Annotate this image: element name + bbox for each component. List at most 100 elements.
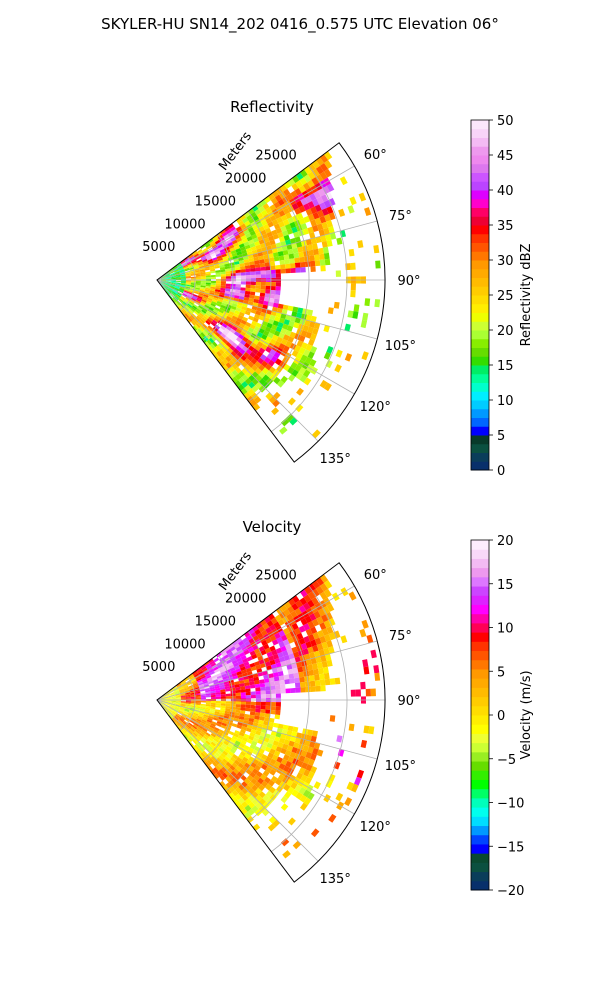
radar-cell [219,292,225,296]
radar-cell [251,378,259,386]
radar-cell [279,679,286,685]
radar-cell [326,345,334,354]
radar-cell [263,643,270,650]
radar-cell [210,708,216,712]
radar-cell [285,688,291,694]
radar-cell [218,309,225,314]
radar-cell [199,291,205,295]
radar-cell [164,704,169,709]
radar-cell [234,245,241,250]
radar-cell [174,285,180,288]
radar-cell [174,270,180,274]
radar-cell [255,322,262,329]
radar-cell [210,286,216,290]
radar-cell [165,693,170,697]
radar-cell [165,282,171,286]
radar-cell [258,659,265,665]
radial-tick-label: 15000 [195,194,236,209]
radar-cell [165,277,171,279]
radar-cell [264,326,272,333]
radar-cell [245,688,251,693]
radar-cell [212,677,218,681]
radar-cell [179,690,185,693]
radar-cell [266,620,274,628]
radar-cell [280,838,290,847]
radar-cell [207,297,213,302]
radar-cell [284,259,291,265]
radar-cell [217,244,223,249]
radar-cell [266,322,273,329]
radar-cell [299,738,306,746]
radar-cell [278,255,285,261]
radar-cell [326,603,335,612]
radar-cell [182,713,188,717]
radar-cell [311,177,320,186]
radar-cell [265,370,273,378]
radar-cell [216,720,223,725]
radar-cell [210,288,216,292]
radar-cell [175,701,181,703]
radar-cell [192,670,198,675]
radar-cell [355,689,361,697]
radar-cell [302,228,310,235]
radar-cell [230,703,236,707]
radar-cell [251,320,258,327]
radar-cell [189,315,194,321]
radar-cell [237,804,245,812]
radar-cell [179,287,185,290]
radar-cell [282,334,290,341]
radar-cell [200,286,206,290]
radar-cell [197,669,203,674]
radar-cell [299,681,306,688]
radar-cell [302,745,310,752]
radar-cell [165,710,170,715]
radar-cell [278,221,285,228]
radar-cell [248,381,256,389]
radar-cell [237,240,244,246]
radar-cell [211,328,217,334]
radar-cell [315,685,321,692]
radar-cell [244,713,250,718]
radar-cell [255,787,262,795]
radar-cell [234,730,241,735]
radar-cell [194,710,200,713]
radar-cell [182,712,188,716]
radar-cell [218,348,225,355]
radar-cell [167,709,172,713]
radar-cell [184,289,190,293]
radar-cell [319,379,328,389]
radar-cell [323,647,330,655]
radar-cell [219,668,226,674]
radar-cell [233,348,240,355]
range-ring [248,608,310,822]
radar-cell [180,277,186,279]
radar-cell [254,361,262,368]
radar-cell [294,257,300,264]
radar-cell [363,666,370,675]
radar-cell [286,730,293,736]
radar-cell [171,291,176,296]
radar-cell [163,705,168,710]
radar-cell [169,690,174,694]
radar-cell [323,351,331,360]
radar-cell [202,315,209,321]
radar-cell [260,701,266,706]
radar-cell [213,681,219,685]
radar-cell [202,678,208,683]
radar-cell [230,738,237,744]
radar-cell [175,283,181,286]
radar-cell [177,265,183,270]
radar-cell [217,342,224,349]
radar-cell [300,733,308,740]
radar-cell [235,275,241,279]
radar-cell [241,787,249,795]
radar-cell [285,734,292,741]
radar-cell [180,273,186,276]
radar-cell [185,305,191,311]
radar-cell [283,254,290,260]
radar-cell [184,313,190,319]
radar-cell [300,198,308,206]
radial-axis-label: Meters [216,549,255,594]
radar-cell [210,706,216,710]
radar-cell [285,340,293,348]
